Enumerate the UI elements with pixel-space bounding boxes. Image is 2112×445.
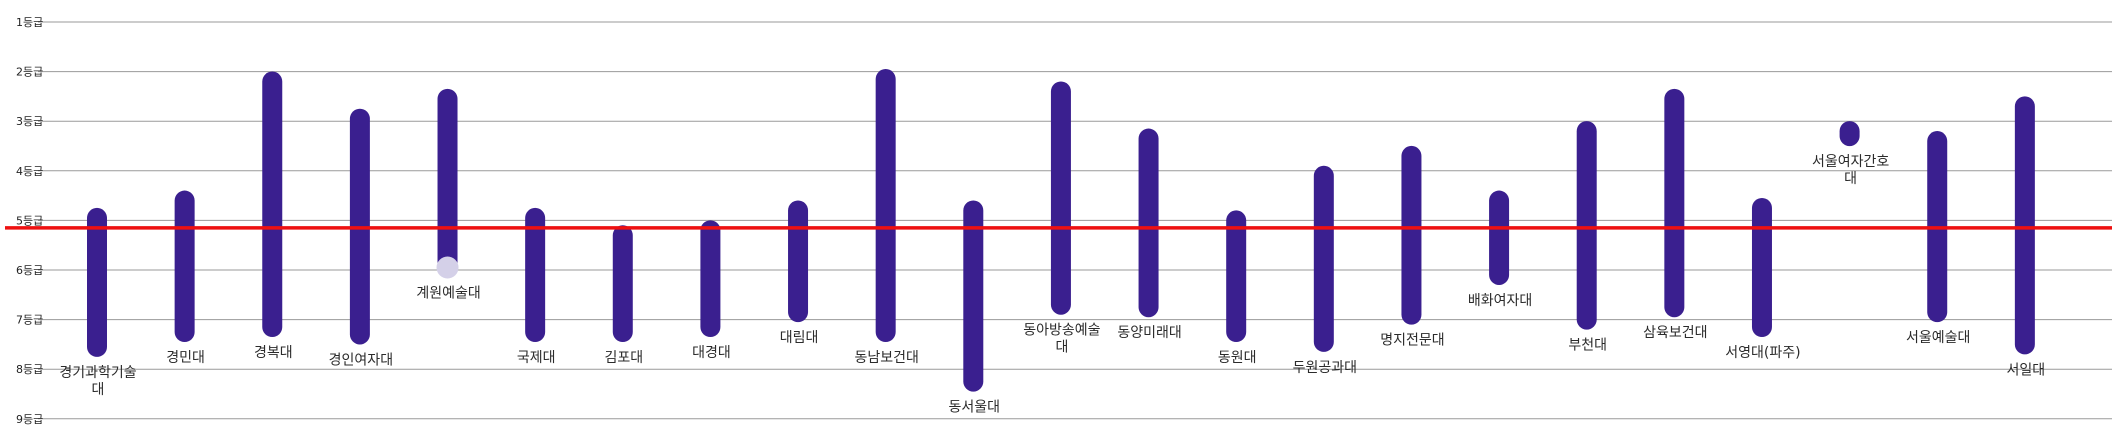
range-marker [436,256,459,279]
category-label: 동양미래대 [1117,325,1181,341]
y-tick-label: 3등급 [16,115,43,128]
category-label: 배화여자대 [1468,293,1532,309]
y-tick-label: 9등급 [16,413,43,426]
range-bar [788,200,809,323]
range-bar [700,220,721,338]
range-bar [1576,121,1597,330]
category-label: 부천대 [1568,338,1607,354]
y-tick-label: 5등급 [16,214,43,227]
y-tick-label: 7등급 [16,314,43,327]
range-bar [262,71,283,338]
range-bar [1313,165,1334,352]
range-bar [1489,190,1510,285]
range-bar [1226,210,1247,342]
category-label: 동서울대 [949,400,1001,416]
range-bar [174,190,195,342]
range-bar [1839,121,1860,147]
range-bar [525,207,546,342]
category-label: 경인여자대 [329,352,393,368]
category-label: 두원공과대 [1293,360,1357,376]
range-bar [1401,145,1422,325]
category-label: 대경대 [692,345,731,361]
range-bar [612,225,633,342]
range-bar [875,69,896,342]
category-label: 동원대 [1218,350,1257,366]
category-label: 계원예술대 [416,286,480,302]
range-bar [1751,198,1772,338]
range-bar [87,207,107,357]
range-bar [1050,81,1071,315]
category-label: 서울여자간호 대 [1812,154,1889,187]
y-tick-label: 6등급 [16,264,43,277]
range-bar [1664,88,1685,318]
y-tick-label: 2등급 [16,66,43,79]
category-label: 서영대(파주) [1725,345,1800,361]
range-bar [437,88,458,278]
category-label: 동남보건대 [854,350,918,366]
range-bar [963,200,984,392]
category-label: 서울예술대 [1906,330,1970,346]
y-tick-label: 1등급 [16,16,43,29]
category-label: 국제대 [517,350,556,366]
category-label: 경기과학기술 대 [59,365,136,398]
category-label: 경민대 [166,350,205,366]
y-grid: 1등급 2등급 3등급 4등급 5등급 6등급 7등급 8등급 9등급 [16,16,2112,426]
category-label: 명지전문대 [1380,333,1444,349]
y-tick-label: 4등급 [16,165,43,178]
range-bar [2014,96,2035,355]
category-label: 삼육보건대 [1643,325,1707,341]
category-label: 김포대 [604,350,643,366]
category-label: 서일대 [2007,362,2046,378]
category-label: 대림대 [780,330,819,346]
category-label: 경복대 [254,345,293,361]
range-bar [1138,128,1159,318]
y-tick-label: 8등급 [16,363,43,376]
category-label: 동아방송예술 대 [1023,323,1100,356]
